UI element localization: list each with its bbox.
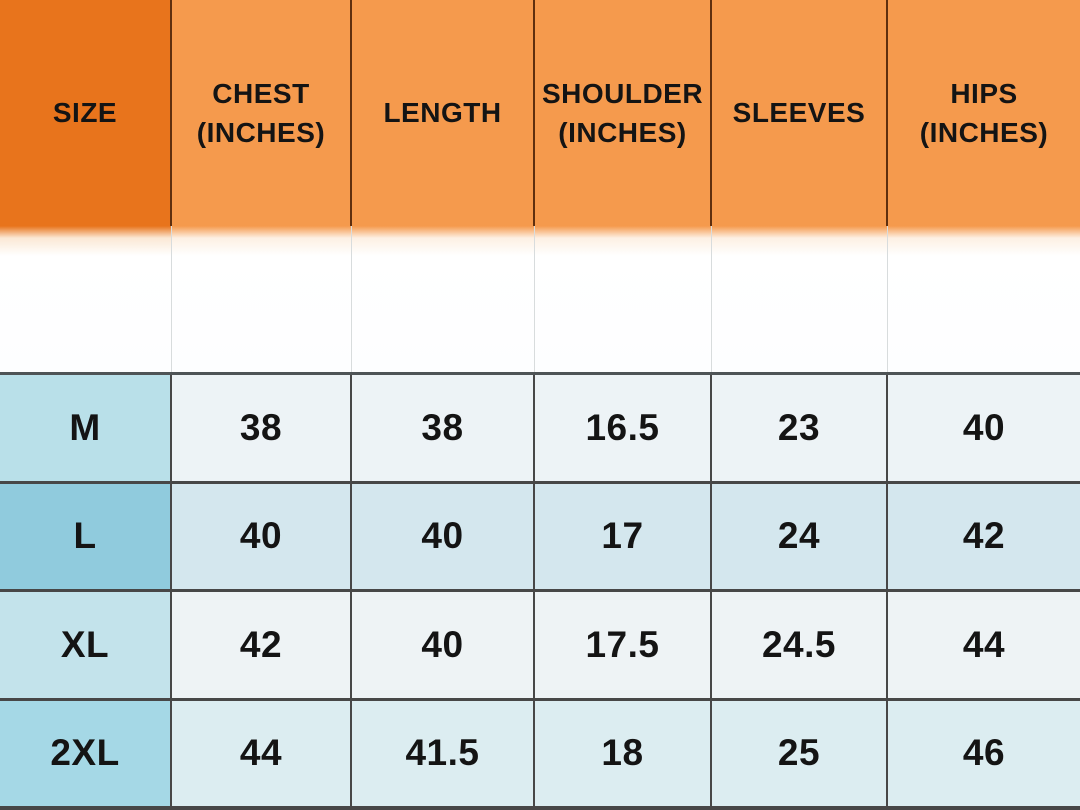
faded-cell bbox=[712, 226, 888, 372]
size-cell: M bbox=[0, 375, 172, 481]
length-cell: 38 bbox=[352, 375, 535, 481]
table-row: L 40 40 17 24 42 bbox=[0, 483, 1080, 592]
header-cell-size: SIZE bbox=[0, 0, 172, 226]
hips-cell: 44 bbox=[888, 592, 1080, 698]
faded-cell bbox=[352, 226, 535, 372]
header-cell-length: LENGTH bbox=[352, 0, 535, 226]
hips-cell: 40 bbox=[888, 375, 1080, 481]
header-cell-hips: HIPS (INCHES) bbox=[888, 0, 1080, 226]
faded-cell bbox=[0, 226, 172, 372]
header-cell-sleeves: SLEEVES bbox=[712, 0, 888, 226]
faded-cell bbox=[172, 226, 352, 372]
shoulder-cell: 16.5 bbox=[535, 375, 712, 481]
table-row: M 38 38 16.5 23 40 bbox=[0, 375, 1080, 484]
chest-cell: 42 bbox=[172, 592, 352, 698]
shoulder-cell: 18 bbox=[535, 700, 712, 806]
sleeves-cell: 23 bbox=[712, 375, 888, 481]
chest-cell: 44 bbox=[172, 700, 352, 806]
size-cell: XL bbox=[0, 592, 172, 698]
shoulder-cell: 17 bbox=[535, 483, 712, 589]
chest-cell: 40 bbox=[172, 483, 352, 589]
size-cell: 2XL bbox=[0, 700, 172, 806]
faded-cell bbox=[535, 226, 712, 372]
chest-cell: 38 bbox=[172, 375, 352, 481]
length-cell: 40 bbox=[352, 483, 535, 589]
hips-cell: 42 bbox=[888, 483, 1080, 589]
hips-cell: 46 bbox=[888, 700, 1080, 806]
header-cell-chest: CHEST (INCHES) bbox=[172, 0, 352, 226]
sleeves-cell: 24.5 bbox=[712, 592, 888, 698]
length-cell: 40 bbox=[352, 592, 535, 698]
length-cell: 41.5 bbox=[352, 700, 535, 806]
header-row: SIZE CHEST (INCHES) LENGTH SHOULDER (INC… bbox=[0, 0, 1080, 226]
table-row: 2XL 44 41.5 18 25 46 bbox=[0, 700, 1080, 810]
table-row: XL 42 40 17.5 24.5 44 bbox=[0, 592, 1080, 701]
faded-cell bbox=[888, 226, 1080, 372]
size-cell: L bbox=[0, 483, 172, 589]
faded-empty-row bbox=[0, 226, 1080, 375]
header-cell-shoulder: SHOULDER (INCHES) bbox=[535, 0, 712, 226]
shoulder-cell: 17.5 bbox=[535, 592, 712, 698]
sleeves-cell: 25 bbox=[712, 700, 888, 806]
sleeves-cell: 24 bbox=[712, 483, 888, 589]
